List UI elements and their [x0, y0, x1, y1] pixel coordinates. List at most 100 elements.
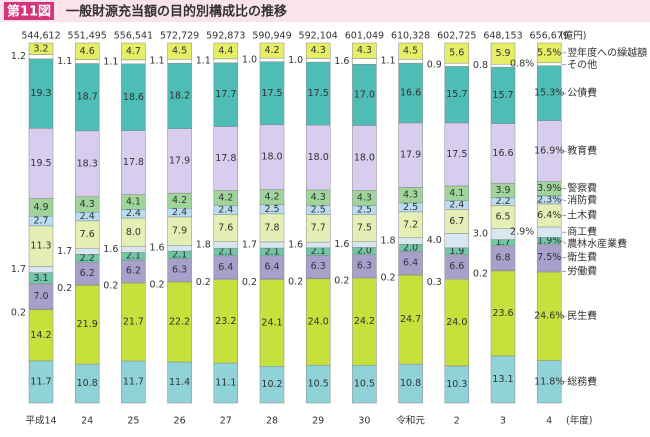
value-label: 4.3 [311, 192, 326, 203]
legend-label: その他 [567, 58, 597, 71]
value-label: 21.7 [123, 316, 144, 327]
value-label: 1.0 [288, 55, 303, 66]
value-label: 4.1 [126, 196, 141, 207]
value-label: 1.1 [196, 55, 211, 66]
value-label: 2.2 [495, 196, 510, 207]
value-label: 19.3 [30, 88, 51, 99]
bar-segment [74, 285, 100, 365]
legend-label: 公債費 [567, 86, 597, 99]
header-band [0, 0, 650, 22]
legend-leader [562, 240, 567, 245]
value-label: 11.7 [123, 376, 144, 387]
value-label: 1.7 [495, 237, 510, 248]
value-label: 11.3 [30, 241, 51, 252]
total-unit: (億円) [560, 30, 586, 42]
x-tick-label: 28 [266, 416, 278, 427]
value-label: 0.2 [196, 277, 211, 288]
x-tick-label: 平成14 [25, 415, 56, 427]
bar-segment [305, 42, 331, 59]
value-label: 24.7 [400, 314, 421, 325]
bar-segment [398, 42, 423, 60]
value-label: 2.4 [126, 208, 141, 219]
value-label: 3.9% [537, 183, 561, 194]
bar-segment [28, 360, 54, 404]
value-label: 2.4 [80, 211, 95, 222]
value-label: 1.6 [334, 56, 349, 67]
value-label: 10.3 [446, 379, 467, 390]
value-label: 2.1 [172, 249, 187, 260]
total-label: 601,049 [345, 31, 384, 42]
value-label: 6.3 [357, 261, 372, 272]
value-label: 3.1 [33, 273, 48, 284]
value-label: 6.7 [449, 216, 464, 227]
value-label: 1.2 [11, 51, 26, 62]
bar-segment [167, 58, 192, 64]
bar-segment [213, 214, 239, 242]
value-label: 4.7 [126, 46, 141, 57]
value-label: 0.2 [473, 268, 488, 279]
value-label: 7.9 [172, 226, 187, 237]
total-label: 592,104 [299, 31, 338, 42]
value-label: 10.5 [354, 379, 375, 390]
value-label: 4.6 [80, 46, 95, 57]
value-label: 10.8 [400, 378, 421, 389]
value-label: 0.2 [11, 307, 26, 318]
x-tick-label: 3 [500, 416, 506, 427]
bar-segment [398, 274, 423, 365]
value-label: 6.2 [126, 266, 141, 277]
bar-segment [259, 241, 285, 249]
value-label: 21.9 [77, 319, 98, 330]
bar-segment [121, 217, 146, 247]
value-label: 2.1 [218, 246, 233, 257]
bar-segment [536, 120, 562, 182]
value-label: 0.2 [334, 276, 349, 287]
legend-label: 総務費 [567, 375, 597, 388]
bar-segment [259, 365, 285, 404]
bar-segment [259, 61, 285, 126]
bar-segment [490, 270, 516, 357]
bar-segment [259, 42, 285, 59]
value-label: 17.9 [169, 155, 190, 166]
value-label: 4.3 [80, 199, 95, 210]
bar-segment [352, 58, 377, 65]
bar-segment [398, 58, 423, 64]
total-label: 602,725 [437, 31, 476, 42]
bar-segment [121, 59, 146, 65]
value-label: 6.5 [495, 212, 510, 223]
value-label: 1.1 [149, 56, 164, 67]
bar-segment [121, 360, 146, 404]
bar-segment [490, 42, 516, 65]
bar-segment [213, 241, 239, 249]
legend-label: 商工費 [567, 225, 597, 238]
value-label: 18.0 [261, 152, 282, 163]
value-label: 5.9 [495, 48, 510, 59]
value-label: 6.6 [449, 261, 464, 272]
value-label: 3.2 [33, 43, 48, 54]
bar-segment [28, 128, 54, 199]
bar-segment [259, 213, 285, 243]
legend-label: 翌年度への繰越額 [567, 46, 647, 59]
bar-segment [259, 57, 285, 62]
value-label: 7.5% [537, 252, 561, 263]
value-label: 0.3 [427, 277, 442, 288]
value-label: 10.8 [77, 378, 98, 389]
bar-segment [305, 58, 331, 63]
legend-label: 衛生費 [567, 251, 597, 264]
value-label: 7.2 [403, 219, 418, 230]
bar-segment [167, 216, 192, 246]
value-label: 2.4 [218, 205, 233, 216]
value-label: 17.9 [400, 150, 421, 161]
value-label: 11.7 [30, 376, 51, 387]
value-label: 6.3 [311, 261, 326, 272]
total-label: 648,153 [483, 31, 522, 42]
value-label: 4.2 [264, 45, 279, 56]
value-label: 1.1 [103, 56, 118, 67]
total-label: 544,612 [21, 31, 60, 42]
value-label: 2.2 [80, 253, 95, 264]
bar-segment [213, 42, 239, 60]
bar-segment [28, 225, 54, 267]
bar-segment [213, 62, 239, 127]
value-label: 22.2 [169, 317, 190, 328]
bar-segment [398, 211, 423, 239]
bar-segment [444, 233, 470, 249]
